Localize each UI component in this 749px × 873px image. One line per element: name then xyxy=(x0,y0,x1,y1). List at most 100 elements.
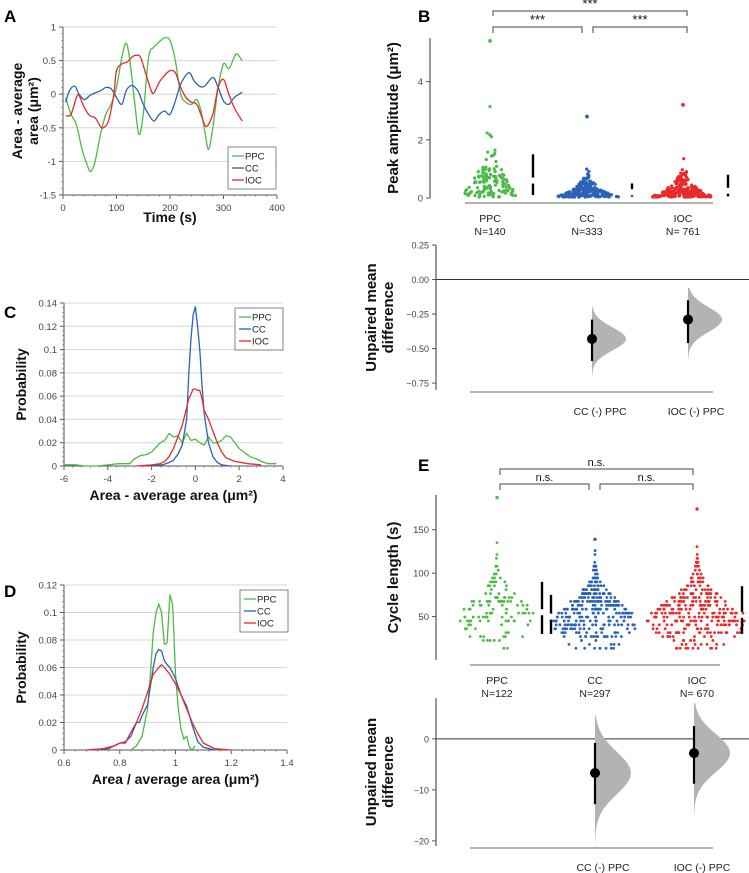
y-tick-label: −20 xyxy=(414,836,429,846)
swarm-point-cc xyxy=(599,584,603,588)
swarm-point-ioc xyxy=(678,183,682,187)
swarm-point-cc xyxy=(583,186,587,190)
swarm-point-ioc xyxy=(717,631,720,635)
swarm-point-ppc xyxy=(502,635,506,638)
swarm-point-cc xyxy=(581,192,585,197)
swarm-point-ioc xyxy=(693,568,697,572)
swarm-point-cc xyxy=(581,599,584,603)
swarm-point-ppc xyxy=(500,603,504,607)
swarm-point-cc xyxy=(564,615,568,619)
series-line-ppc xyxy=(65,36,243,173)
swarm-point-cc xyxy=(620,603,624,607)
y-tick-label: 0.1 xyxy=(44,608,57,619)
swarm-point-ppc xyxy=(491,153,495,157)
swarm-point-cc xyxy=(591,568,595,572)
swarm-point-ioc xyxy=(706,627,710,631)
swarm-point-ioc xyxy=(733,615,737,619)
y-tick-label: 0.08 xyxy=(39,368,58,379)
y-tick-label: 4 xyxy=(418,77,423,88)
swarm-point-cc xyxy=(562,635,566,638)
swarm-point-ioc xyxy=(697,615,701,619)
swarm-point-ioc xyxy=(730,611,734,615)
swarm-point-ioc xyxy=(711,611,714,615)
swarm-point-cc xyxy=(574,631,578,635)
swarm-point-cc xyxy=(596,576,600,580)
swarm-point-ppc xyxy=(495,180,499,184)
swarm-point-ppc xyxy=(502,190,507,194)
swarm-point-ioc xyxy=(715,599,719,603)
bootstrap-distribution-cc xyxy=(595,715,631,844)
swarm-point-cc xyxy=(582,596,586,599)
swarm-point-ioc xyxy=(697,576,700,580)
swarm-point-ppc xyxy=(488,104,492,109)
swarm-point-ppc xyxy=(507,596,511,599)
swarm-point-cc xyxy=(578,596,581,599)
x-tick-label: 0.6 xyxy=(57,758,70,769)
swarm-point-cc xyxy=(591,607,594,611)
swarm-point-ppc xyxy=(484,592,488,595)
swarm-point-ioc xyxy=(735,623,738,627)
swarm-point-cc xyxy=(579,619,583,623)
swarm-point-cc xyxy=(574,619,578,623)
swarm-point-cc xyxy=(614,635,618,638)
swarm-point-ppc xyxy=(475,191,479,195)
swarm-point-ioc xyxy=(697,611,701,615)
panel-label: C xyxy=(4,303,16,322)
swarm-point-ioc xyxy=(668,603,672,607)
swarm-point-cc xyxy=(604,588,608,592)
swarm-point-ioc xyxy=(664,189,668,194)
swarm-point-ioc xyxy=(678,177,682,181)
swarm-point-ppc xyxy=(503,580,507,584)
swarm-point-cc xyxy=(633,627,637,631)
swarm-point-ppc xyxy=(485,178,489,183)
swarm-point-ioc xyxy=(685,584,689,588)
swarm-point-cc xyxy=(574,191,579,195)
swarm-point-ioc xyxy=(680,168,684,172)
swarm-point-ioc xyxy=(660,603,663,607)
swarm-point-ioc xyxy=(687,623,690,627)
swarm-point-cc xyxy=(606,599,609,603)
swarm-point-ppc xyxy=(486,150,490,154)
swarm-point-cc xyxy=(598,580,602,584)
swarm-point-ioc xyxy=(657,623,661,627)
swarm-point-ioc xyxy=(662,607,666,611)
swarm-point-ppc xyxy=(491,576,494,580)
swarm-point-ioc xyxy=(695,545,699,549)
panel-E-bottom: 0 −10 −20 CC (-) PPC IOC (-) PPC Unpaired mea… xyxy=(363,698,749,873)
swarm-point-ppc xyxy=(492,639,496,642)
swarm-point-ppc xyxy=(502,178,506,182)
swarm-point-cc xyxy=(590,580,594,584)
swarm-point-cc xyxy=(608,592,612,595)
swarm-point-ioc xyxy=(694,588,698,592)
swarm-point-cc xyxy=(599,627,603,631)
swarm-point-ppc xyxy=(470,599,474,603)
y-tick-label: 0.14 xyxy=(39,299,58,310)
swarm-point-ioc xyxy=(726,607,729,611)
swarm-point-cc xyxy=(562,607,566,611)
swarm-point-ioc xyxy=(683,627,687,631)
swarm-point-ioc xyxy=(654,631,658,635)
swarm-point-ppc xyxy=(489,592,492,595)
y-axis-title: Area - average xyxy=(9,63,25,160)
swarm-point-ppc xyxy=(462,607,466,611)
swarm-point-ioc xyxy=(698,584,702,588)
swarm-point-ppc xyxy=(495,564,499,568)
swarm-point-ioc xyxy=(715,642,718,646)
swarm-point-cc xyxy=(594,580,598,584)
swarm-point-ppc xyxy=(485,611,489,615)
swarm-point-ppc xyxy=(482,635,486,638)
swarm-point-cc xyxy=(614,194,619,199)
swarm-point-ppc xyxy=(495,541,499,545)
swarm-point-ppc xyxy=(477,175,481,179)
swarm-point-ioc xyxy=(654,611,657,615)
swarm-point-cc xyxy=(586,592,590,595)
swarm-point-ioc xyxy=(741,611,745,615)
swarm-point-cc xyxy=(589,193,593,197)
swarm-point-ioc xyxy=(695,572,699,576)
category-label: PPC xyxy=(479,213,501,225)
swarm-point-ioc xyxy=(689,639,692,642)
swarm-point-ioc xyxy=(699,580,703,584)
swarm-point-cc xyxy=(572,195,577,199)
n-label: N= 670 xyxy=(680,688,714,700)
swarm-point-cc xyxy=(554,619,558,623)
